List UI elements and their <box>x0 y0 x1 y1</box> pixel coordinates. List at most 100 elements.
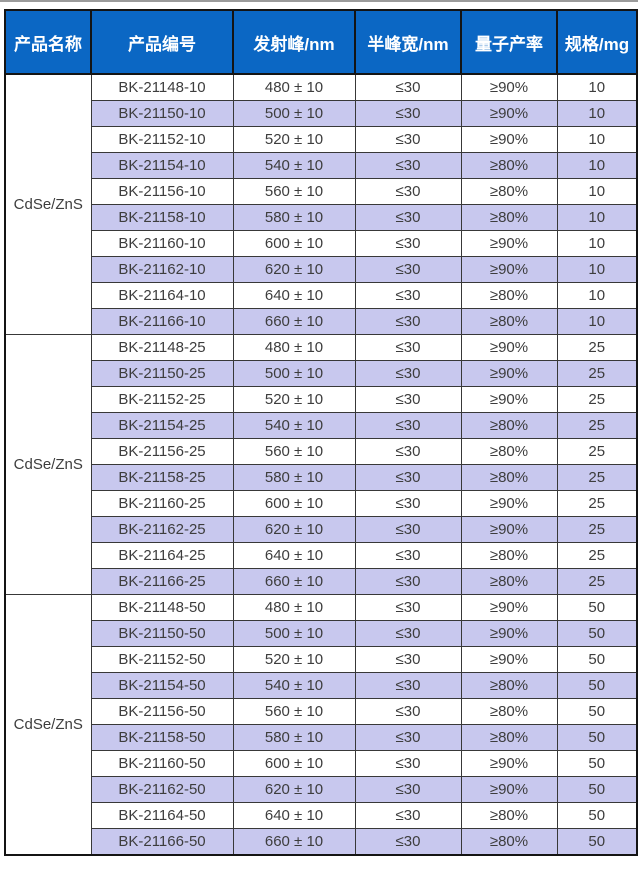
cell-fwhm: ≤30 <box>354 646 462 673</box>
cell-spec-mg: 25 <box>556 360 638 387</box>
table-row: BK-21150-50 500 ± 10 ≤30 ≥90% 50 <box>5 620 638 647</box>
cell-product-code: BK-21164-25 <box>90 542 234 569</box>
cell-quantum-yield: ≥90% <box>460 334 558 361</box>
cell-emission-peak: 620 ± 10 <box>232 516 356 543</box>
cell-product-code: BK-21158-10 <box>90 204 234 231</box>
cell-product-code: BK-21148-50 <box>90 594 234 621</box>
cell-fwhm: ≤30 <box>354 542 462 569</box>
cell-spec-mg: 10 <box>556 256 638 283</box>
cell-product-code: BK-21148-10 <box>90 73 234 101</box>
cropped-row-edge <box>0 0 638 2</box>
cell-fwhm: ≤30 <box>354 73 462 101</box>
table-row: CdSe/ZnS BK-21148-10 480 ± 10 ≤30 ≥90% 10 <box>4 73 638 335</box>
cell-spec-mg: 25 <box>556 334 638 361</box>
cell-spec-mg: 50 <box>556 646 638 673</box>
cell-emission-peak: 640 ± 10 <box>232 802 356 829</box>
cell-emission-peak: 640 ± 10 <box>232 282 356 309</box>
cell-emission-peak: 560 ± 10 <box>232 438 356 465</box>
cell-fwhm: ≤30 <box>354 412 462 439</box>
table-row: BK-21158-10 580 ± 10 ≤30 ≥80% 10 <box>5 204 638 231</box>
table-row: BK-21154-10 540 ± 10 ≤30 ≥80% 10 <box>5 152 638 179</box>
cell-fwhm: ≤30 <box>354 802 462 829</box>
cell-fwhm: ≤30 <box>354 178 462 205</box>
col-header-spec-mg: 规格/mg <box>556 9 638 75</box>
table-row: BK-21154-50 540 ± 10 ≤30 ≥80% 50 <box>5 672 638 699</box>
table-row: BK-21152-50 520 ± 10 ≤30 ≥90% 50 <box>5 646 638 673</box>
cell-spec-mg: 10 <box>556 230 638 257</box>
cell-fwhm: ≤30 <box>354 282 462 309</box>
cell-emission-peak: 640 ± 10 <box>232 542 356 569</box>
cell-quantum-yield: ≥90% <box>460 646 558 673</box>
cell-quantum-yield: ≥90% <box>460 100 558 127</box>
cell-quantum-yield: ≥80% <box>460 204 558 231</box>
table-row: BK-21154-25 540 ± 10 ≤30 ≥80% 25 <box>5 412 638 439</box>
cell-quantum-yield: ≥90% <box>460 73 558 101</box>
cell-emission-peak: 620 ± 10 <box>232 256 356 283</box>
cell-product-name-group: CdSe/ZnS <box>4 73 92 335</box>
cell-product-code: BK-21158-50 <box>90 724 234 751</box>
cell-spec-mg: 10 <box>556 100 638 127</box>
cell-emission-peak: 560 ± 10 <box>232 178 356 205</box>
cell-emission-peak: 660 ± 10 <box>232 568 356 595</box>
table-row: BK-21164-50 640 ± 10 ≤30 ≥80% 50 <box>5 802 638 829</box>
cell-product-code: BK-21162-50 <box>90 776 234 803</box>
cell-product-code: BK-21164-50 <box>90 802 234 829</box>
cell-spec-mg: 25 <box>556 438 638 465</box>
cell-quantum-yield: ≥90% <box>460 386 558 413</box>
cell-quantum-yield: ≥80% <box>460 308 558 335</box>
cell-spec-mg: 10 <box>556 73 638 101</box>
cell-emission-peak: 520 ± 10 <box>232 386 356 413</box>
table-row: BK-21150-10 500 ± 10 ≤30 ≥90% 10 <box>5 100 638 127</box>
cell-spec-mg: 50 <box>556 802 638 829</box>
cell-fwhm: ≤30 <box>354 256 462 283</box>
cell-quantum-yield: ≥90% <box>460 490 558 517</box>
cell-spec-mg: 50 <box>556 698 638 725</box>
cell-product-code: BK-21150-25 <box>90 360 234 387</box>
cell-fwhm: ≤30 <box>354 152 462 179</box>
cell-fwhm: ≤30 <box>354 516 462 543</box>
cell-fwhm: ≤30 <box>354 386 462 413</box>
cell-product-code: BK-21152-10 <box>90 126 234 153</box>
cell-fwhm: ≤30 <box>354 438 462 465</box>
cell-product-code: BK-21154-25 <box>90 412 234 439</box>
cell-fwhm: ≤30 <box>354 672 462 699</box>
table-row: BK-21160-50 600 ± 10 ≤30 ≥90% 50 <box>5 750 638 777</box>
cell-emission-peak: 540 ± 10 <box>232 412 356 439</box>
cell-fwhm: ≤30 <box>354 776 462 803</box>
cell-emission-peak: 580 ± 10 <box>232 464 356 491</box>
cell-product-code: BK-21148-25 <box>90 334 234 361</box>
cell-fwhm: ≤30 <box>354 490 462 517</box>
cell-fwhm: ≤30 <box>354 698 462 725</box>
table-row: CdSe/ZnS BK-21148-25 480 ± 10 ≤30 ≥90% 25 <box>4 334 638 595</box>
cell-quantum-yield: ≥80% <box>460 152 558 179</box>
cell-fwhm: ≤30 <box>354 334 462 361</box>
table-row: BK-21156-10 560 ± 10 ≤30 ≥80% 10 <box>5 178 638 205</box>
cell-spec-mg: 50 <box>556 620 638 647</box>
cell-fwhm: ≤30 <box>354 100 462 127</box>
cell-fwhm: ≤30 <box>354 204 462 231</box>
cell-spec-mg: 10 <box>556 178 638 205</box>
cell-emission-peak: 500 ± 10 <box>232 360 356 387</box>
cell-spec-mg: 25 <box>556 412 638 439</box>
cell-spec-mg: 25 <box>556 490 638 517</box>
col-header-fwhm: 半峰宽/nm <box>354 9 462 75</box>
table-row: BK-21158-25 580 ± 10 ≤30 ≥80% 25 <box>5 464 638 491</box>
cell-fwhm: ≤30 <box>354 308 462 335</box>
cell-fwhm: ≤30 <box>354 230 462 257</box>
cell-emission-peak: 520 ± 10 <box>232 646 356 673</box>
table-row: BK-21162-10 620 ± 10 ≤30 ≥90% 10 <box>5 256 638 283</box>
cell-emission-peak: 660 ± 10 <box>232 308 356 335</box>
cell-fwhm: ≤30 <box>354 594 462 621</box>
cell-fwhm: ≤30 <box>354 620 462 647</box>
cell-spec-mg: 10 <box>556 308 638 335</box>
cell-quantum-yield: ≥90% <box>460 776 558 803</box>
cell-quantum-yield: ≥90% <box>460 516 558 543</box>
cell-product-code: BK-21154-10 <box>90 152 234 179</box>
cell-quantum-yield: ≥80% <box>460 178 558 205</box>
cell-spec-mg: 25 <box>556 386 638 413</box>
cell-spec-mg: 50 <box>556 672 638 699</box>
cell-spec-mg: 50 <box>556 776 638 803</box>
cell-spec-mg: 25 <box>556 516 638 543</box>
cell-fwhm: ≤30 <box>354 360 462 387</box>
